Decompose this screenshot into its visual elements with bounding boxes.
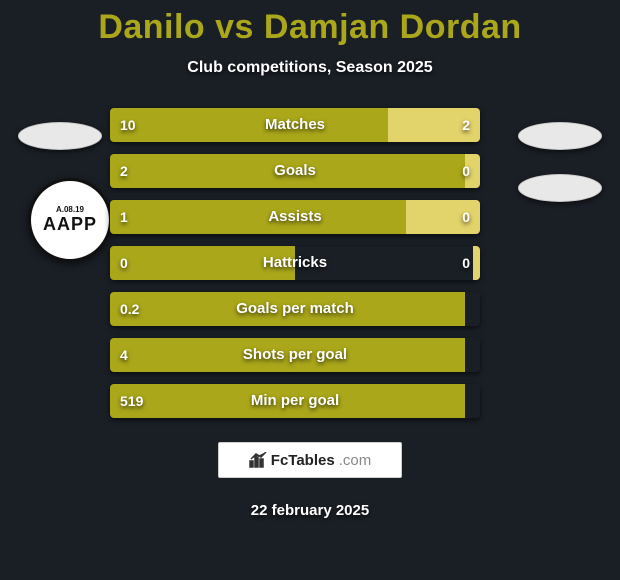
stat-value-right: 0: [462, 246, 470, 280]
date-text: 22 february 2025: [0, 502, 620, 519]
stat-value-right: 2: [462, 108, 470, 142]
stat-value-left: 519: [120, 384, 143, 418]
stat-label: Hattricks: [110, 246, 480, 280]
watermark-site: FcTables: [271, 452, 335, 469]
stat-row: Goals2 0: [110, 154, 480, 188]
stat-value-right: 0: [462, 154, 470, 188]
club-badge-left: A.08.19 AAPP: [28, 178, 112, 262]
chart-icon: [249, 452, 267, 468]
stat-label: Shots per goal: [110, 338, 480, 372]
stat-row: Goals per match0.2: [110, 292, 480, 326]
stat-value-left: 4: [120, 338, 128, 372]
stat-value-left: 2: [120, 154, 128, 188]
stat-label: Goals: [110, 154, 480, 188]
player-photo-right: [518, 122, 602, 150]
page-title: Danilo vs Damjan Dordan: [0, 0, 620, 47]
stat-row: Min per goal519: [110, 384, 480, 418]
stats-chart: Matches102Goals20Assists10Hattricks00Goa…: [110, 108, 480, 430]
club-badge-right: [518, 174, 602, 202]
stat-row: Hattricks0 0: [110, 246, 480, 280]
stat-label: Min per goal: [110, 384, 480, 418]
subtitle: Club competitions, Season 2025: [0, 59, 620, 77]
stat-value-left: 1: [120, 200, 128, 234]
stat-value-left: 0.2: [120, 292, 139, 326]
stat-label: Matches: [110, 108, 480, 142]
stat-value-left: 0: [120, 246, 128, 280]
stat-label: Goals per match: [110, 292, 480, 326]
stat-label: Assists: [110, 200, 480, 234]
stat-row: Assists1 0: [110, 200, 480, 234]
stat-row: Shots per goal4: [110, 338, 480, 372]
watermark[interactable]: FcTables.com: [218, 442, 402, 478]
stat-value-right: 0: [462, 200, 470, 234]
stat-value-left: 10: [120, 108, 136, 142]
watermark-dotcom: .com: [339, 452, 372, 469]
club-badge-main-text: AAPP: [43, 215, 97, 235]
player-photo-left: [18, 122, 102, 150]
stat-row: Matches10 2: [110, 108, 480, 142]
